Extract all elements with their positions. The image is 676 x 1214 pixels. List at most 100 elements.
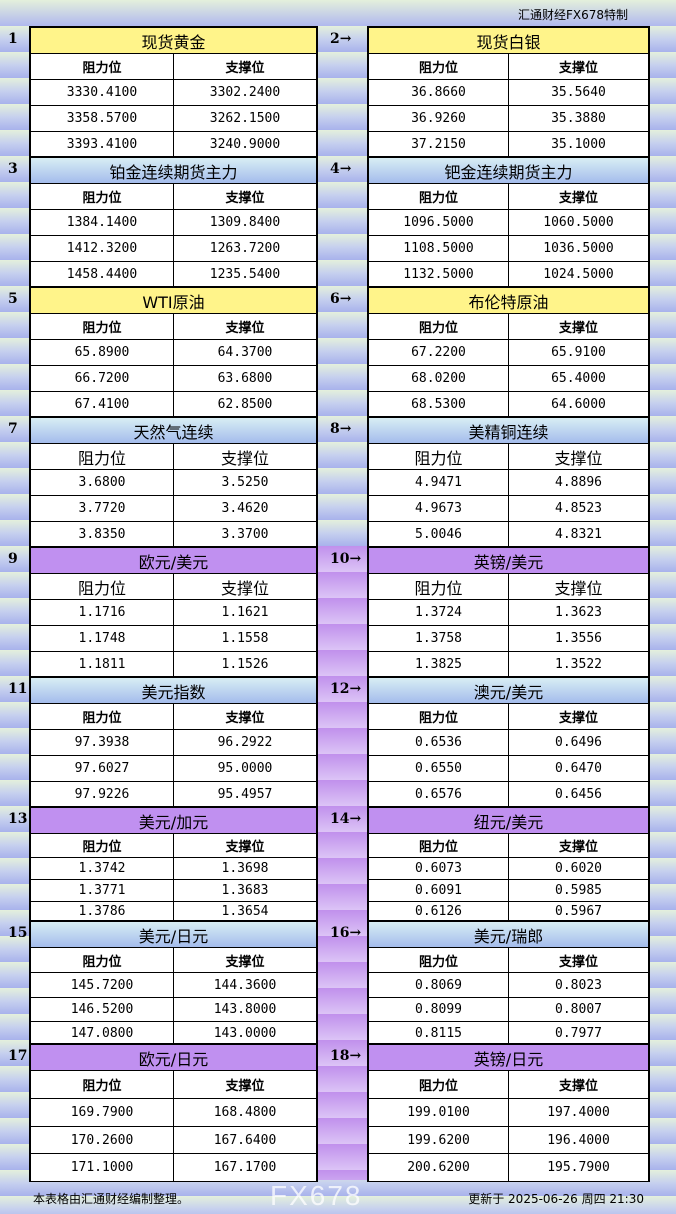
support-value: 63.6800: [217, 371, 273, 386]
table-row: 0.8099 0.8007: [369, 998, 648, 1022]
quote-table: 美元/日元 阻力位 支撑位 145.7200 144.3600 146.5200 143.8…: [29, 920, 318, 1045]
resistance-value: 0.6576: [369, 782, 509, 807]
table-row: 1108.5000 1036.5000: [369, 236, 648, 262]
section-number: 9: [8, 551, 18, 567]
table-row: 0.6091 0.5985: [369, 880, 648, 902]
table-row: 36.9260 35.3880: [369, 106, 648, 132]
section-title: 英镑/日元: [369, 1045, 648, 1071]
resistance-value: 146.5200: [31, 998, 174, 1021]
support-value: 196.4000: [547, 1132, 610, 1148]
footer-updated: 更新于 2025-06-26 周四 21:30: [468, 1192, 644, 1206]
resistance-header: 阻力位: [369, 54, 509, 79]
support-value: 62.8500: [217, 397, 273, 412]
section-title: 欧元/美元: [31, 548, 316, 574]
resistance-header: 阻力位: [31, 314, 174, 339]
support-value: 1.3654: [221, 904, 269, 919]
support-value: 1024.5000: [543, 267, 614, 282]
resistance-header: 阻力位: [31, 184, 174, 209]
section-number: 16→: [330, 925, 362, 941]
table-row: 65.8900 64.3700: [31, 340, 316, 366]
table-row: 1384.1400 1309.8400: [31, 210, 316, 236]
resistance-value: 3.6800: [31, 470, 174, 495]
section-number: 12→: [330, 681, 362, 697]
table-row: 3.8350 3.3700: [31, 522, 316, 548]
table-row: 146.5200 143.8000: [31, 998, 316, 1022]
resistance-value: 145.7200: [31, 973, 174, 997]
table-row: 0.6576 0.6456: [369, 782, 648, 808]
table-row: 68.5300 64.6000: [369, 392, 648, 418]
support-header: 支撑位: [554, 578, 603, 598]
quote-table: 美精铜连续 阻力位 支撑位 4.9471 4.8896 4.9673 4.8523 5.004…: [367, 416, 650, 548]
resistance-value: 199.6200: [369, 1127, 509, 1153]
resistance-value: 1384.1400: [31, 210, 174, 235]
resistance-value: 1412.3200: [31, 236, 174, 261]
resistance-header: 阻力位: [31, 948, 174, 972]
support-value: 168.4800: [213, 1105, 277, 1120]
table-row: 3358.5700 3262.1500: [31, 106, 316, 132]
support-header: 支撑位: [558, 1079, 598, 1094]
section-number: 13: [8, 811, 28, 827]
resistance-value: 169.7900: [31, 1099, 174, 1126]
resistance-value: 3393.4100: [31, 132, 174, 157]
table-row: 36.8660 35.5640: [369, 80, 648, 106]
table-header-row: 阻力位 支撑位: [31, 574, 316, 600]
section-title: 钯金连续期货主力: [369, 158, 648, 184]
resistance-header: 阻力位: [369, 834, 509, 857]
table-row: 199.6200 196.4000: [369, 1127, 648, 1154]
support-value: 1.1621: [221, 605, 269, 620]
table-row: 66.7200 63.6800: [31, 366, 316, 392]
support-value: 35.1000: [551, 137, 606, 152]
support-value: 144.3600: [213, 977, 277, 993]
resistance-header: 阻力位: [31, 1071, 174, 1098]
table-header-row: 阻力位 支撑位: [369, 444, 648, 470]
section-title: WTI原油: [31, 288, 316, 314]
support-value: 1.1558: [221, 631, 269, 646]
support-value: 3.5250: [221, 475, 269, 490]
table-header-row: 阻力位 支撑位: [31, 704, 316, 730]
resistance-value: 1.3742: [31, 858, 174, 879]
support-value: 197.4000: [547, 1105, 610, 1120]
quote-table: 现货白银 阻力位 支撑位 36.8660 35.5640 36.9260 35.3880 37…: [367, 26, 650, 158]
section-number: 5: [8, 291, 18, 307]
quote-table: 英镑/日元 阻力位 支撑位 199.0100 197.4000 199.6200 196.4…: [367, 1043, 650, 1182]
resistance-value: 1.3786: [31, 902, 174, 921]
resistance-value: 97.9226: [31, 782, 174, 807]
resistance-value: 1096.5000: [369, 210, 509, 235]
resistance-value: 65.8900: [31, 340, 174, 365]
resistance-value: 1.1748: [31, 626, 174, 651]
table-row: 97.9226 95.4957: [31, 782, 316, 808]
table-header-row: 阻力位 支撑位: [369, 834, 648, 858]
table-row: 0.6073 0.6020: [369, 858, 648, 880]
table-row: 1096.5000 1060.5000: [369, 210, 648, 236]
support-value: 64.6000: [551, 397, 606, 412]
table-header-row: 阻力位 支撑位: [369, 314, 648, 340]
quote-table: 澳元/美元 阻力位 支撑位 0.6536 0.6496 0.6550 0.6470 0.657…: [367, 676, 650, 808]
resistance-value: 1.3825: [369, 652, 509, 677]
table-row: 1.3724 1.3623: [369, 600, 648, 626]
resistance-value: 4.9673: [369, 496, 509, 521]
table-row: 3393.4100 3240.9000: [31, 132, 316, 158]
section-title: 美元/日元: [31, 922, 316, 948]
resistance-header: 阻力位: [31, 574, 174, 599]
table-header-row: 阻力位 支撑位: [369, 1071, 648, 1099]
table-header-row: 阻力位 支撑位: [369, 948, 648, 973]
resistance-value: 1458.4400: [31, 262, 174, 287]
support-value: 167.1700: [213, 1160, 277, 1175]
resistance-value: 0.8099: [369, 998, 509, 1021]
section-number: 14→: [330, 811, 362, 827]
support-value: 65.4000: [551, 371, 606, 386]
support-header: 支撑位: [225, 321, 265, 336]
resistance-value: 1132.5000: [369, 262, 509, 287]
table-row: 37.2150 35.1000: [369, 132, 648, 158]
support-value: 1.3623: [555, 605, 602, 620]
support-value: 1.3698: [221, 861, 269, 876]
table-row: 145.7200 144.3600: [31, 973, 316, 998]
table-header-row: 阻力位 支撑位: [31, 54, 316, 80]
resistance-value: 0.6550: [369, 756, 509, 781]
table-row: 4.9673 4.8523: [369, 496, 648, 522]
section-number: 1: [8, 31, 18, 47]
section-number: 17: [8, 1048, 28, 1064]
resistance-value: 3330.4100: [31, 80, 174, 105]
support-value: 3.3700: [221, 527, 269, 542]
quote-table: 英镑/美元 阻力位 支撑位 1.3724 1.3623 1.3758 1.3556 1.382…: [367, 546, 650, 678]
